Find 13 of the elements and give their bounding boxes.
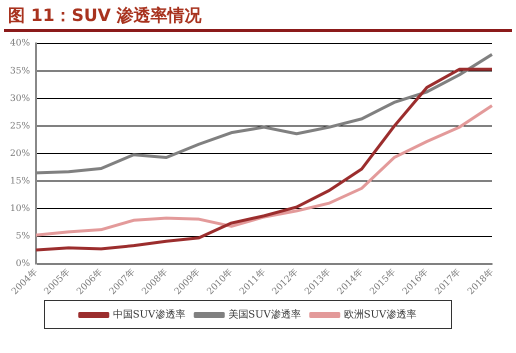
- legend-label: 中国SUV渗透率: [112, 308, 186, 321]
- y-tick-label: 20%: [10, 148, 30, 159]
- y-tick-label: 30%: [10, 94, 30, 104]
- y-tick-label: 10%: [10, 204, 30, 214]
- legend-label: 美国SUV渗透率: [228, 308, 301, 321]
- y-tick-label: 25%: [10, 121, 30, 132]
- y-tick-label: 0%: [16, 259, 30, 270]
- chart-title: 图 11：SUV 渗透率情况: [4, 2, 512, 32]
- y-tick-label: 35%: [10, 66, 30, 76]
- y-tick-label: 15%: [10, 176, 30, 186]
- y-tick-label: 40%: [10, 38, 30, 49]
- legend-label: 欧洲SUV渗透率: [344, 308, 416, 321]
- y-tick-label: 5%: [16, 232, 30, 242]
